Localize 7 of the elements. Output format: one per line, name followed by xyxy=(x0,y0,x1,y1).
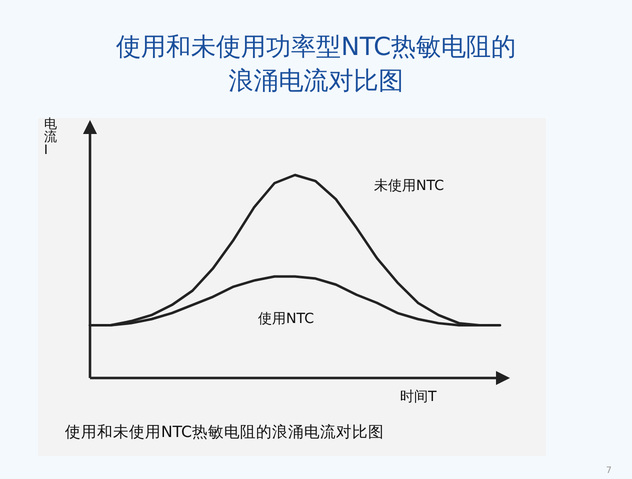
text: 使用NTC xyxy=(258,311,314,327)
chart-title: 使用和未使用功率型NTC热敏电阻的浪涌电流对比图 xyxy=(115,31,517,97)
x-axis-title: 时间T xyxy=(400,389,437,405)
y-axis-title: 电流I xyxy=(44,117,57,158)
text: 使用和未使用NTC热敏电阻的浪涌电流对比图 xyxy=(65,423,384,441)
text: 未使用NTC xyxy=(374,178,444,194)
text: 7 xyxy=(606,466,612,476)
